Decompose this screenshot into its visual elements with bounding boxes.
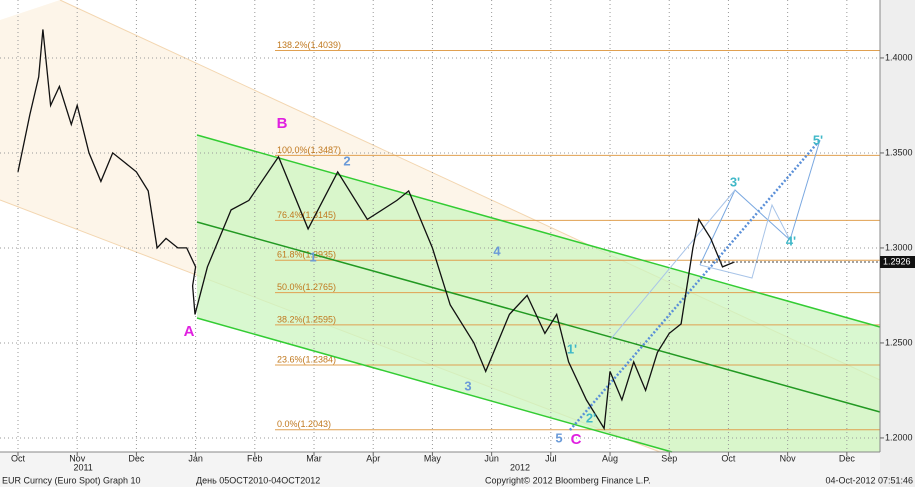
footer-left: EUR Curncy (Euro Spot) Graph 10	[2, 475, 141, 485]
fib-label: 138.2%(1.4039)	[277, 40, 341, 50]
price-line	[17, 29, 735, 431]
y-axis-area	[880, 0, 915, 487]
wave-label: 4	[493, 243, 501, 258]
annotations: A B C 1 2 3 4 5 1' 2' 3' 4' 5'	[184, 115, 824, 448]
y-tick-label: 1.4000	[885, 52, 913, 62]
channel-bottom	[196, 317, 673, 453]
x-tick-label: Apr	[366, 453, 380, 463]
wave-label: 2'	[586, 410, 596, 425]
wave-label: B	[277, 115, 288, 132]
x-tick-label: Sep	[661, 453, 677, 463]
wave-label: 5'	[813, 132, 823, 147]
x-tick-label: Jun	[484, 453, 499, 463]
projection	[699, 139, 821, 266]
x-tick-label: Oct	[11, 453, 26, 463]
fib-label: 23.6%(1.2384)	[277, 354, 336, 364]
last-price-box	[880, 256, 915, 269]
wave-label: 3	[464, 378, 471, 393]
y-tick-label: 1.2500	[885, 337, 913, 347]
footer-timestamp: 04-Oct-2012 07:51:46	[825, 475, 913, 485]
projection	[699, 203, 791, 279]
x-tick-label: Mar	[306, 453, 322, 463]
wave-label: C	[571, 431, 582, 448]
wave-label: 3'	[730, 174, 740, 189]
x-tick-label: Nov	[69, 453, 86, 463]
footer-range: День 05OCT2010-04OCT2012	[196, 475, 320, 485]
year-label: 2011	[73, 462, 92, 472]
price-layer	[17, 29, 735, 431]
x-tick-label: May	[424, 453, 442, 463]
x-tick-label: Jan	[188, 453, 203, 463]
wave-label: 5	[555, 430, 562, 445]
wave-label: A	[184, 323, 195, 340]
x-axis-area	[0, 452, 880, 487]
y-tick-label: 1.3000	[885, 242, 913, 252]
fib-label: 38.2%(1.2595)	[277, 314, 336, 324]
fib-label: 76.4%(1.3145)	[277, 210, 336, 220]
projection	[609, 189, 736, 341]
channel-top	[196, 134, 881, 328]
year-label: 2012	[510, 462, 530, 472]
fib-label: 100.0%(1.3487)	[277, 145, 341, 155]
x-tick-label: Jul	[545, 453, 557, 463]
x-tick-label: Oct	[721, 453, 736, 463]
green-channel	[197, 135, 880, 452]
wave-label: 1'	[567, 341, 577, 356]
x-tick-label: Feb	[247, 453, 263, 463]
fib-label: 50.0%(1.2765)	[277, 282, 336, 292]
footer-copyright: Copyright© 2012 Bloomberg Finance L.P.	[485, 475, 651, 485]
wave-label: 1	[309, 249, 316, 264]
x-tick-label: Aug	[602, 453, 618, 463]
x-tick-label: Dec	[839, 453, 856, 463]
x-tick-label: Nov	[780, 453, 797, 463]
channel-mid	[196, 221, 881, 413]
y-tick-label: 1.2000	[885, 432, 913, 442]
last-price-label: 1.2926	[883, 256, 911, 266]
fib-levels: 138.2%(1.4039) 100.0%(1.3487) 76.4%(1.3145…	[275, 40, 880, 431]
fib-label: 61.8%(1.2935)	[277, 250, 336, 260]
wave-label: 4'	[786, 233, 796, 248]
y-tick-label: 1.3500	[885, 147, 913, 157]
x-tick-label: Dec	[128, 453, 145, 463]
wave-label: 2	[343, 153, 350, 168]
fib-label: 0.0%(1.2043)	[277, 419, 331, 429]
